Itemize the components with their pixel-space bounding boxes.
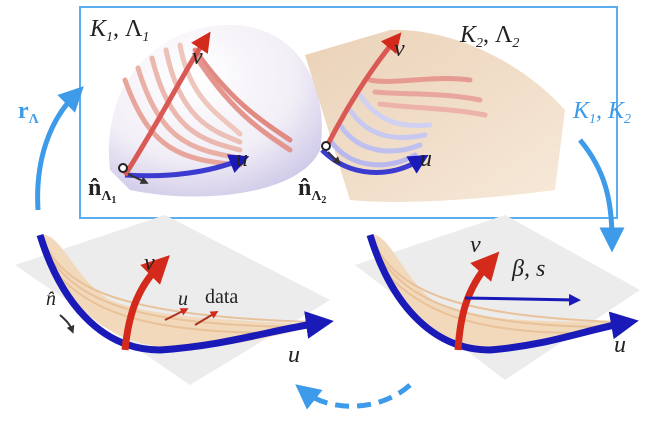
label-part: Λ [311,189,321,204]
label: data [205,286,238,308]
bottom-left-surface [15,215,334,385]
label: u [614,332,626,358]
label-part: n̂ [88,175,101,201]
label-part: 1 [142,30,149,45]
label: K1, Λ1 [89,16,149,45]
label-part: K [572,98,591,124]
label: rΛ [18,98,39,127]
label-part: 2 [512,36,519,51]
sheet-surface [305,29,565,202]
arrow-r-lambda [35,86,84,211]
label: v [470,232,481,258]
label-part: K [89,16,108,42]
label: n̂Λ2 [298,175,326,206]
label: u [178,288,188,310]
dome-surface [108,25,322,197]
label-part: , Λ [113,16,143,42]
label-part: , Λ [483,22,513,48]
label: n̂ [46,288,56,310]
label-part: 2 [476,36,483,51]
label-part: 2 [624,112,631,127]
label: u [236,146,248,172]
label-part: Λ [101,189,111,204]
label: n̂Λ1 [88,175,116,206]
label: v [144,250,155,276]
label: v [192,44,203,70]
label-part: 1 [106,30,113,45]
label: u [288,342,300,368]
arrow-dashed [295,383,412,410]
label-part: 1 [589,112,596,127]
label: u [420,146,432,172]
bottom-right-surface [355,215,640,380]
arrow-k1-k2 [578,138,625,253]
label-part: 2 [321,195,326,206]
label-part: , K [596,98,626,124]
label: v [394,36,405,62]
label: β, s [511,256,545,282]
label: K2, Λ2 [459,22,519,51]
label-part: Λ [29,112,39,127]
label: K1, K2 [572,98,631,127]
label-part: 1 [111,195,116,206]
label-part: K [459,22,478,48]
label-part: r [18,98,29,124]
label-part: n̂ [298,175,311,201]
